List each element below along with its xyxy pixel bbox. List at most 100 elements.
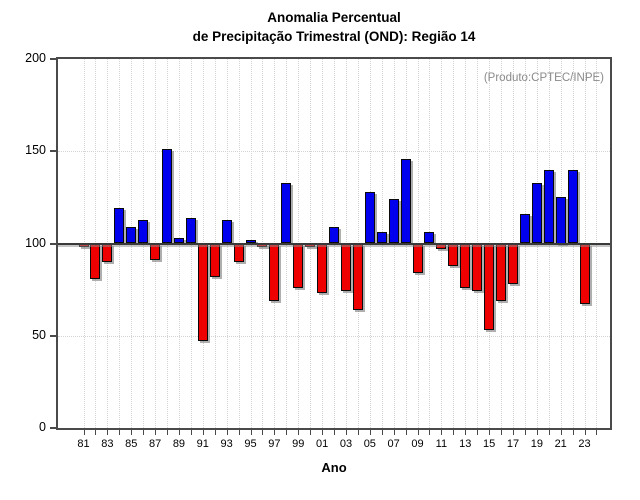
bar-2017 [507,243,518,285]
bar-1999 [293,243,304,288]
x-tick-mark [202,430,204,435]
x-tick-label: 05 [363,438,376,450]
y-tick-label: 100 [25,235,46,250]
x-tick-mark [429,430,431,435]
x-tick-label: 81 [77,438,90,450]
bar-2015 [484,243,495,331]
x-tick-mark [572,430,574,435]
bar-1987 [150,243,161,261]
x-tick-mark [250,430,252,435]
x-tick-mark [262,430,264,435]
x-tick-label: 11 [435,438,448,450]
value-gridline [58,335,610,337]
x-tick-mark [381,430,383,435]
x-tick-mark [393,430,395,435]
x-tick-mark [536,430,538,435]
producer-annotation: (Produto:CPTEC/INPE) [483,72,604,84]
x-tick-mark [214,430,216,435]
x-tick-mark [477,430,479,435]
y-tick-label: 150 [25,143,46,158]
x-tick-mark [512,430,514,435]
bar-2023 [579,243,590,305]
x-axis-label: Ano [321,460,347,475]
y-tick-mark [50,427,58,429]
x-tick-label: 21 [554,438,567,450]
bar-1984 [114,208,125,244]
x-tick-mark [190,430,192,435]
y-tick-mark [50,150,58,153]
x-tick-mark [501,430,503,435]
x-tick-label: 07 [387,438,400,450]
bar-2003 [340,243,351,292]
bar-2019 [531,182,542,244]
x-tick-mark [334,430,336,435]
y-tick-label: 50 [32,327,46,342]
bar-1997 [269,243,280,301]
x-tick-mark [465,430,467,435]
x-tick-mark [453,430,455,435]
x-tick-mark [596,430,598,435]
bar-2020 [543,169,554,244]
x-tick-mark [441,430,443,435]
x-tick-mark [131,430,133,435]
x-tick-mark [143,430,145,435]
bar-1994 [233,243,244,262]
x-tick-mark [274,430,276,435]
x-tick-mark [286,430,288,435]
x-tick-label: 15 [482,438,496,450]
bar-2007 [388,199,399,244]
x-tick-mark [226,430,228,435]
baseline-100pct [58,242,610,245]
bar-2013 [460,243,471,288]
y-tick-mark [50,58,58,60]
bar-2018 [519,213,530,244]
x-tick-mark [178,430,180,435]
x-tick-label: 93 [220,438,233,450]
bar-2005 [364,191,375,244]
y-tick-label: 200 [25,51,46,65]
bar-2001 [317,243,328,294]
x-tick-mark [298,430,300,435]
x-tick-mark [345,430,347,435]
bar-2022 [567,169,578,244]
bar-2012 [448,243,459,266]
y-tick-mark [50,334,58,337]
x-tick-label: 13 [459,438,472,450]
x-tick-mark [155,430,157,435]
x-tick-mark [167,430,168,435]
chart-subtitle: de Precipitação Trimestral (OND): Região… [192,29,476,44]
x-tick-label: 09 [411,438,424,450]
x-tick-mark [310,430,312,435]
x-tick-mark [357,430,359,435]
y-tick-label: 0 [39,420,46,434]
x-tick-mark [417,430,419,435]
bar-1983 [102,243,113,262]
bar-1985 [126,226,137,244]
x-tick-mark [560,430,562,435]
value-gridline [58,151,610,153]
bar-1992 [209,243,220,277]
bar-2002 [329,226,340,244]
x-tick-mark [584,430,586,435]
bar-1986 [138,219,149,244]
bar-2021 [555,197,566,244]
x-tick-mark [524,430,526,435]
x-tick-label: 85 [125,438,138,450]
x-tick-mark [238,430,240,435]
x-tick-mark [322,430,324,435]
x-tick-label: 95 [244,438,257,450]
x-tick-mark [405,430,407,435]
bar-1998 [281,182,292,244]
x-tick-label: 83 [101,438,114,450]
bar-2014 [472,243,483,292]
x-tick-label: 89 [172,438,186,450]
x-tick-label: 97 [268,438,281,450]
chart-title-block: Anomalia Percentual de Precipitação Trim… [58,8,610,46]
x-tick-mark [489,430,491,435]
bar-1991 [197,243,208,342]
x-tick-label: 03 [339,438,353,450]
x-tick-mark [119,430,121,435]
x-tick-label: 01 [315,438,329,450]
bar-1993 [221,219,232,244]
